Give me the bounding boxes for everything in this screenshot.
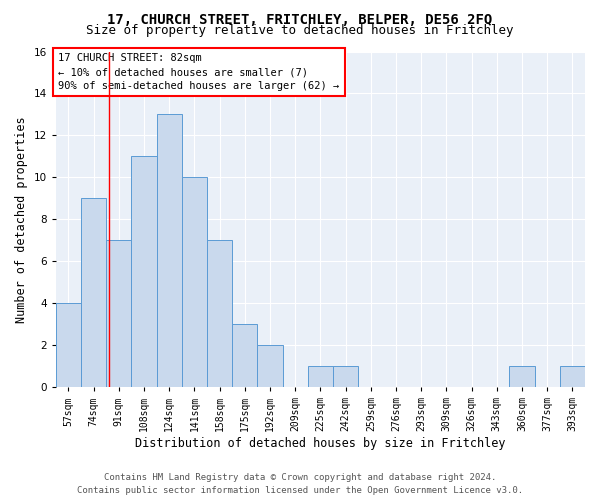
Text: Size of property relative to detached houses in Fritchley: Size of property relative to detached ho… (86, 24, 514, 37)
Bar (560, 366, 585, 387)
X-axis label: Distribution of detached houses by size in Fritchley: Distribution of detached houses by size … (135, 437, 506, 450)
Text: 17 CHURCH STREET: 82sqm
← 10% of detached houses are smaller (7)
90% of semi-det: 17 CHURCH STREET: 82sqm ← 10% of detache… (58, 53, 340, 91)
Bar (131, 156, 157, 387)
Bar (232, 324, 257, 387)
Text: 17, CHURCH STREET, FRITCHLEY, BELPER, DE56 2FQ: 17, CHURCH STREET, FRITCHLEY, BELPER, DE… (107, 12, 493, 26)
Bar (157, 114, 182, 387)
Bar (182, 178, 207, 387)
Bar (509, 366, 535, 387)
Y-axis label: Number of detached properties: Number of detached properties (15, 116, 28, 322)
Text: Contains HM Land Registry data © Crown copyright and database right 2024.
Contai: Contains HM Land Registry data © Crown c… (77, 474, 523, 495)
Bar (333, 366, 358, 387)
Bar (207, 240, 232, 387)
Bar (106, 240, 131, 387)
Bar (257, 345, 283, 387)
Bar (308, 366, 333, 387)
Bar (56, 303, 81, 387)
Bar (81, 198, 106, 387)
